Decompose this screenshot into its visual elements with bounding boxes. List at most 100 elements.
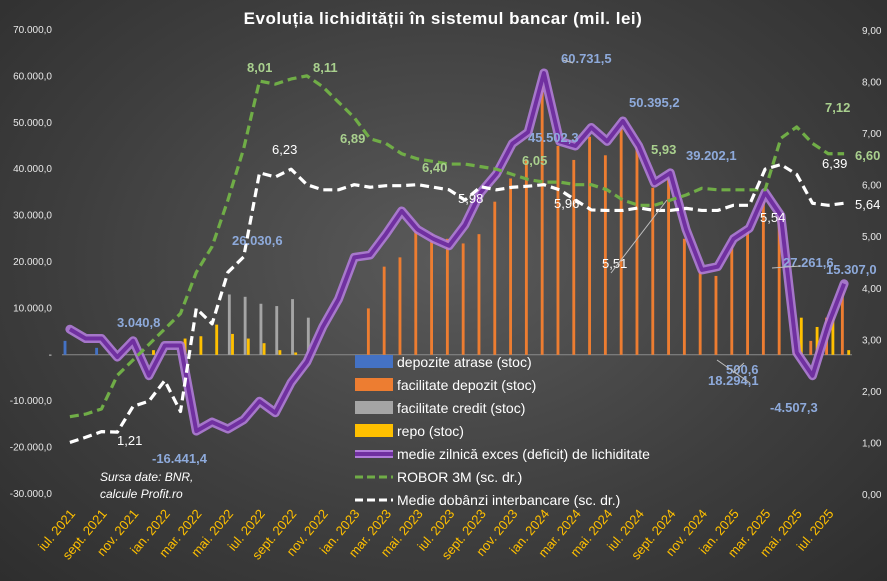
bar-facilitate-depozit bbox=[414, 224, 418, 355]
data-label: 6,40 bbox=[422, 160, 447, 175]
left-tick-label: 10.000,0 bbox=[13, 303, 52, 314]
bar-facilitate-depozit bbox=[556, 146, 560, 355]
bar-facilitate-depozit bbox=[603, 155, 607, 355]
right-tick-label: 0,00 bbox=[862, 490, 882, 501]
bar-series-group bbox=[63, 85, 851, 355]
bar-facilitate-depozit bbox=[809, 340, 813, 355]
bar-facilitate-depozit bbox=[840, 289, 844, 355]
legend-swatch bbox=[355, 401, 393, 414]
leader-line bbox=[771, 265, 802, 269]
left-tick-label: 70.000,0 bbox=[13, 25, 52, 36]
bar-facilitate-depozit bbox=[445, 238, 449, 355]
right-tick-label: 9,00 bbox=[862, 26, 882, 37]
left-tick-label: -30.000,0 bbox=[10, 489, 53, 500]
bar-repo-(stoc) bbox=[152, 350, 155, 355]
right-tick-label: 4,00 bbox=[862, 284, 882, 295]
left-tick-label: -10.000,0 bbox=[10, 396, 53, 407]
leader-line bbox=[716, 359, 751, 384]
data-labels-group: 3.040,8 -16.441,4 26.030,6 45.502,3 60.731,5… bbox=[117, 51, 880, 466]
data-label: 500,6 bbox=[726, 362, 759, 377]
bar-repo-(stoc) bbox=[278, 350, 282, 355]
data-label: -4.507,3 bbox=[770, 400, 818, 415]
bar-facilitate-depozit bbox=[572, 159, 576, 355]
data-label: 8,01 bbox=[247, 60, 272, 75]
bar-facilitate-depozit bbox=[430, 234, 433, 355]
left-tick-label: 40.000,0 bbox=[13, 164, 52, 175]
bar-facilitate-depozit bbox=[651, 187, 655, 355]
legend-swatch bbox=[355, 355, 393, 368]
bar-facilitate-depozit bbox=[667, 178, 670, 355]
data-label: 3.040,8 bbox=[117, 315, 160, 330]
legend-label: medie zilnică exces (deficit) de lichidi… bbox=[397, 446, 650, 462]
data-label: 5,98 bbox=[458, 191, 483, 206]
bar-facilitate-depozit bbox=[493, 201, 497, 355]
right-tick-label: 7,00 bbox=[862, 129, 882, 140]
data-label: 6,05 bbox=[522, 153, 547, 168]
bar-facilitate-depozit bbox=[398, 257, 402, 355]
bar-repo-(stoc) bbox=[815, 326, 819, 355]
source-note-line1: Sursa date: BNR, bbox=[100, 470, 193, 484]
bar-repo-(stoc) bbox=[246, 338, 250, 355]
data-label: 5,96 bbox=[554, 196, 579, 211]
legend-label: Medie dobânzi interbancare (sc. dr.) bbox=[397, 492, 620, 508]
bar-facilitate-credit bbox=[275, 306, 279, 355]
data-label: 18.294,1 bbox=[708, 373, 759, 388]
data-label: 5,93 bbox=[651, 142, 676, 157]
legend-label: ROBOR 3M (sc. dr.) bbox=[397, 469, 522, 485]
bar-facilitate-depozit bbox=[714, 275, 718, 355]
right-tick-label: 8,00 bbox=[862, 78, 882, 89]
interbank-rate-line bbox=[69, 162, 845, 444]
bar-facilitate-credit bbox=[259, 303, 263, 355]
data-label: 6,89 bbox=[340, 131, 365, 146]
bar-depozite-atrase bbox=[63, 340, 67, 355]
bar-facilitate-depozit bbox=[540, 85, 544, 355]
data-label: 6,60 bbox=[855, 148, 880, 163]
left-tick-label: 20.000,0 bbox=[13, 257, 52, 268]
source-note-line2: calcule Profit.ro bbox=[100, 487, 183, 501]
left-axis: 70.000,0 60.000,0 50.000,0 40.000,0 30.000,0… bbox=[10, 25, 852, 500]
left-tick-label: 30.000,0 bbox=[13, 211, 52, 222]
bar-facilitate-credit bbox=[243, 296, 247, 355]
bar-repo-(stoc) bbox=[847, 350, 851, 355]
bar-facilitate-depozit bbox=[509, 178, 512, 355]
data-label: 39.202,1 bbox=[686, 148, 737, 163]
leader-line bbox=[562, 59, 574, 64]
bar-repo-(stoc) bbox=[231, 333, 234, 355]
left-tick-label: 50.000,0 bbox=[13, 118, 52, 129]
bar-repo-(stoc) bbox=[831, 313, 835, 355]
left-tick-label: -20.000,0 bbox=[10, 443, 53, 454]
bar-facilitate-depozit bbox=[635, 146, 639, 355]
left-tick-label: 60.000,0 bbox=[13, 71, 52, 82]
bar-facilitate-credit bbox=[306, 317, 310, 355]
leader-line bbox=[732, 362, 745, 374]
bar-facilitate-depozit bbox=[619, 127, 623, 355]
data-label: -16.441,4 bbox=[152, 451, 208, 466]
bar-facilitate-credit bbox=[227, 294, 231, 355]
right-tick-label: 2,00 bbox=[862, 387, 882, 398]
data-label: 6,39 bbox=[822, 156, 847, 171]
data-label: 1,21 bbox=[117, 433, 142, 448]
left-tick-label: - bbox=[49, 350, 52, 361]
bar-repo-(stoc) bbox=[799, 317, 803, 355]
right-tick-label: 1,00 bbox=[862, 438, 882, 449]
data-label: 45.502,3 bbox=[528, 130, 579, 145]
right-tick-label: 5,00 bbox=[862, 232, 882, 243]
bar-facilitate-depozit bbox=[698, 271, 702, 355]
data-label: 15.307,0 bbox=[826, 262, 877, 277]
bar-facilitate-depozit bbox=[588, 136, 591, 355]
right-tick-label: 3,00 bbox=[862, 335, 882, 346]
legend-label: facilitate credit (stoc) bbox=[397, 400, 525, 416]
data-label: 7,12 bbox=[825, 100, 850, 115]
right-axis: 9,00 8,00 7,00 6,00 5,00 4,00 3,00 2,00 1,00 0,00 bbox=[862, 26, 882, 501]
legend-swatch bbox=[355, 424, 393, 437]
data-label: 5,54 bbox=[760, 210, 785, 225]
bar-repo-(stoc) bbox=[294, 352, 298, 355]
bar-repo-(stoc) bbox=[199, 336, 203, 355]
bar-facilitate-depozit bbox=[524, 159, 528, 355]
data-label: 6,23 bbox=[272, 142, 297, 157]
legend-label: depozite atrase (stoc) bbox=[397, 354, 532, 370]
bar-facilitate-depozit bbox=[777, 215, 781, 355]
legend-label: repo (stoc) bbox=[397, 423, 464, 439]
